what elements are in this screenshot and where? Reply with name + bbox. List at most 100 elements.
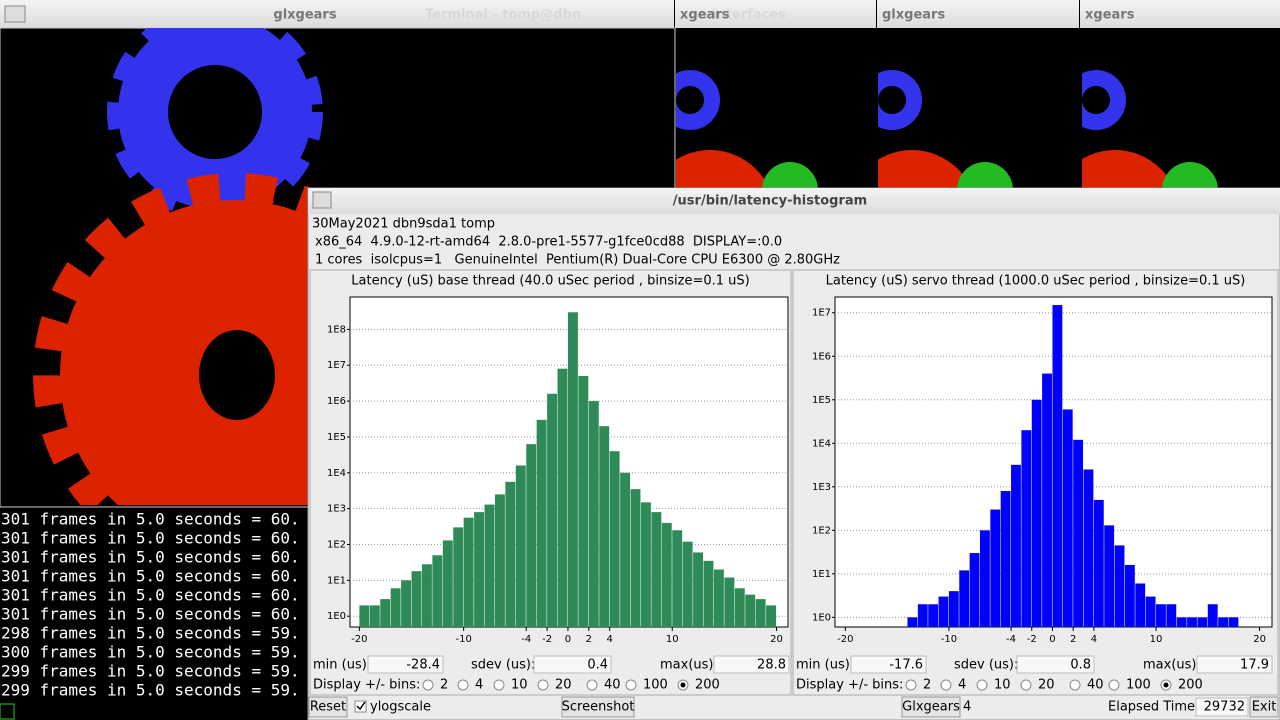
bar (1031, 399, 1042, 627)
terminal-line: 299 frames in 5.0 seconds = 59. (1, 662, 300, 681)
radio[interactable] (537, 679, 549, 691)
radio[interactable] (940, 679, 952, 691)
stat-value: 17.9 (1240, 658, 1269, 673)
bar (526, 444, 537, 627)
stat-value: 0.8 (1070, 658, 1091, 673)
terminal-line: 301 frames in 5.0 seconds = 60. (1, 529, 300, 548)
radio[interactable] (422, 679, 434, 691)
radio-label: 200 (1178, 678, 1203, 693)
info-line: 30May2021 dbn9sda1 tomp (312, 217, 495, 232)
x-tick-label: 2 (586, 634, 592, 645)
stat-label: min (us) (796, 658, 850, 673)
bar (359, 605, 370, 627)
radio-label: 10 (511, 678, 528, 693)
radio[interactable] (1069, 679, 1081, 691)
y-tick-label: 1E7 (812, 308, 831, 319)
terminal-line: 301 frames in 5.0 seconds = 60. (1, 586, 300, 605)
stat-value: 0.4 (587, 658, 608, 673)
bar (734, 588, 745, 627)
button[interactable] (561, 696, 635, 718)
chart-title: Latency (uS) base thread (40.0 uSec peri… (351, 274, 749, 289)
titlebar[interactable] (877, 0, 1079, 28)
bar (1052, 305, 1063, 627)
terminal-line: 301 frames in 5.0 seconds = 60. (1, 605, 300, 624)
radio-label: 100 (643, 678, 668, 693)
bar (948, 591, 959, 627)
radio-label: 20 (1038, 678, 1055, 693)
radio-label: 2 (440, 678, 448, 693)
window-icon[interactable] (312, 191, 332, 209)
titlebar[interactable] (308, 188, 1280, 214)
radio-dot (1163, 682, 1169, 688)
bar (745, 594, 756, 627)
bar (411, 571, 422, 627)
window-icon[interactable] (4, 5, 26, 23)
bar (661, 522, 672, 627)
stat-label: min (us) (313, 658, 367, 673)
radio[interactable] (457, 679, 469, 691)
cursor (0, 703, 15, 720)
checkmark (356, 701, 366, 711)
bar (390, 588, 401, 627)
window-title: xgears (680, 8, 730, 23)
radio-dot (680, 682, 686, 688)
radio-label: 10 (994, 678, 1011, 693)
bins-label: Display +/- bins: (313, 678, 420, 693)
x-tick-label: 20 (770, 634, 783, 645)
x-tick-label: 10 (666, 634, 679, 645)
titlebar[interactable] (0, 0, 674, 28)
bar (1104, 525, 1115, 627)
stat-label: max(us) (660, 658, 713, 673)
radio[interactable] (625, 679, 637, 691)
bar (990, 509, 1001, 627)
button[interactable] (1249, 696, 1279, 718)
terminal-line: 299 frames in 5.0 seconds = 59. (1, 681, 300, 700)
titlebar[interactable] (675, 0, 876, 28)
bar (672, 530, 683, 627)
bar (1218, 617, 1229, 627)
y-tick-label: 1E7 (327, 360, 346, 371)
bar (567, 312, 578, 627)
bar (1062, 409, 1073, 627)
bar (380, 599, 391, 627)
y-tick-label: 1E3 (327, 504, 346, 515)
radio[interactable] (1020, 679, 1032, 691)
y-tick-label: 1E0 (327, 611, 346, 622)
stat-label: max(us) (1143, 658, 1196, 673)
titlebar[interactable] (1080, 0, 1280, 28)
bar (369, 605, 380, 627)
radio-label: 2 (923, 678, 931, 693)
terminal-line: 301 frames in 5.0 seconds = 60. (1, 548, 300, 567)
bar (1187, 617, 1197, 627)
button[interactable] (308, 696, 348, 718)
y-tick-label: 1E5 (812, 395, 831, 406)
radio-label: 200 (695, 678, 720, 693)
x-tick-label: -4 (521, 634, 531, 645)
window-title: glxgears (882, 8, 945, 23)
x-tick-label: 0 (1049, 634, 1055, 645)
x-tick-label: -2 (1027, 634, 1037, 645)
radio[interactable] (493, 679, 505, 691)
bar (1145, 596, 1156, 627)
bar (1228, 617, 1239, 627)
y-tick-label: 1E4 (327, 468, 346, 479)
chart-title: Latency (uS) servo thread (1000.0 uSec p… (826, 274, 1246, 289)
x-tick-label: -10 (455, 634, 471, 645)
elapsed-label: Elapsed Time: (1108, 700, 1199, 715)
button[interactable] (901, 696, 961, 718)
terminal: 301 frames in 5.0 seconds = 60.301 frame… (1, 510, 300, 700)
radio[interactable] (586, 679, 598, 691)
bar (474, 512, 485, 627)
bar (484, 504, 495, 627)
radio[interactable] (1108, 679, 1120, 691)
checkbox-label: ylogscale (370, 700, 431, 715)
value-box (850, 655, 927, 674)
bar (703, 560, 714, 627)
bar (620, 472, 631, 627)
radio[interactable] (976, 679, 988, 691)
checkbox[interactable] (354, 700, 367, 713)
bar (494, 494, 505, 627)
radio[interactable] (905, 679, 917, 691)
glxgears-count: 4 (963, 700, 971, 715)
